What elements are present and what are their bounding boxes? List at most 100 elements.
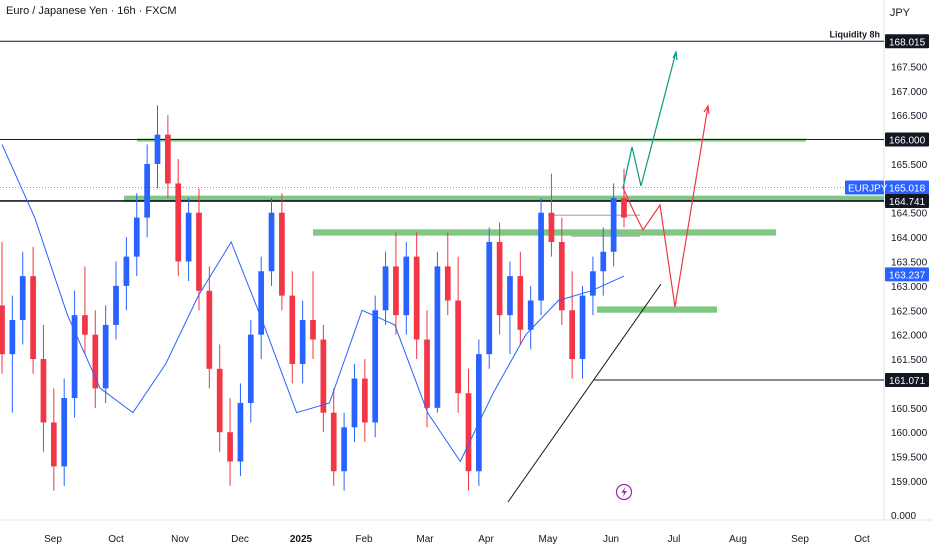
- candle-body: [50, 422, 57, 467]
- candle-body: [558, 241, 565, 311]
- time-tick-label: Jun: [603, 534, 619, 545]
- candle-body: [279, 212, 285, 296]
- candle-body: [71, 315, 78, 399]
- currency-label[interactable]: JPY: [889, 7, 910, 19]
- candle-body: [154, 134, 161, 164]
- price-tick-label: 160.000: [891, 428, 928, 439]
- candle-body: [351, 378, 358, 428]
- moving-average-line: [1, 144, 625, 463]
- symbol-tag: EURJPY: [848, 183, 888, 194]
- ma-price-badge: 163.237: [889, 270, 926, 281]
- price-axis-ticks: 167.500167.000166.500165.500165.000164.5…: [891, 62, 928, 488]
- candle-body: [393, 266, 399, 316]
- price-axis-bottom-label: 0.000: [891, 511, 916, 522]
- candle-body: [237, 402, 244, 462]
- price-tick-label: 161.500: [891, 355, 928, 366]
- support-price-badge: 161.071: [889, 376, 926, 387]
- candle-body: [196, 212, 202, 291]
- candle-body: [465, 393, 472, 472]
- price-tick-label: 162.500: [891, 306, 928, 317]
- candle-body: [455, 300, 461, 394]
- candle-body: [102, 324, 109, 389]
- price-tick-label: 162.000: [891, 331, 928, 342]
- candle-body: [330, 412, 337, 472]
- current-price-badge-bg: [885, 180, 929, 195]
- time-tick-label: Nov: [171, 534, 189, 545]
- resistance-price-badge: 164.741: [889, 197, 926, 208]
- candle-body: [507, 276, 513, 316]
- candle-body: [403, 256, 410, 316]
- candle-body: [382, 266, 389, 311]
- candle-body: [517, 276, 524, 330]
- price-tick-label: 167.000: [891, 87, 928, 98]
- candle-body: [538, 212, 544, 301]
- price-tick-label: 159.000: [891, 477, 928, 488]
- candle-body: [61, 398, 68, 467]
- candle-body: [569, 310, 576, 360]
- candle-body: [185, 212, 192, 262]
- candle-body: [165, 134, 171, 184]
- time-tick-label: May: [539, 534, 558, 545]
- time-tick-label: Jul: [668, 534, 681, 545]
- zone-166: [137, 138, 806, 142]
- candle-body: [320, 339, 327, 413]
- candle-body: [590, 271, 596, 296]
- ma-layer: [1, 144, 625, 463]
- price-tick-label: 163.000: [891, 282, 928, 293]
- price-tick-label: 166.500: [891, 111, 928, 122]
- candle-body: [227, 432, 233, 462]
- candle-body: [133, 217, 140, 257]
- red-projection-path: [622, 105, 709, 308]
- zone-1641: [313, 229, 776, 236]
- candle-body: [444, 266, 451, 301]
- candle-body: [247, 334, 254, 403]
- green-projection-path: [622, 51, 677, 189]
- price-tick-label: 163.500: [891, 258, 928, 269]
- price-tick-label: 159.500: [891, 453, 928, 464]
- time-tick-label: Feb: [355, 534, 373, 545]
- candle-body: [341, 427, 347, 472]
- candle-body: [175, 183, 182, 262]
- zones-layer: [124, 138, 884, 313]
- support-price-badge-bg: [885, 372, 929, 387]
- candle-body: [621, 198, 627, 218]
- price-tick-label: 164.500: [891, 209, 928, 220]
- time-tick-label: Oct: [108, 534, 124, 545]
- candle-body: [216, 368, 223, 433]
- candle-body: [610, 198, 617, 252]
- rising-trendline: [507, 283, 662, 503]
- candle-body: [496, 241, 503, 316]
- candle-body: [424, 339, 430, 408]
- price-tick-label: 167.500: [891, 62, 928, 73]
- time-tick-label: Dec: [231, 534, 249, 545]
- liquidity-price-badge: 168.015: [889, 37, 926, 48]
- price-tick-label: 164.000: [891, 233, 928, 244]
- price-tick-label: 165.500: [891, 160, 928, 171]
- candle-body: [82, 315, 88, 335]
- resistance-price-badge-bg: [885, 193, 929, 208]
- candle-body: [299, 320, 306, 364]
- drawings-layer: [622, 49, 710, 308]
- candle-body: [600, 251, 607, 272]
- time-axis-ticks: Sep Oct Nov Dec 2025 Feb Mar Apr May Jun Jul Aug Sep…: [44, 534, 870, 545]
- time-tick-label: Oct: [854, 534, 870, 545]
- zone-1648: [124, 195, 884, 202]
- green-arrowhead: [672, 49, 678, 61]
- time-tick-label: Mar: [416, 534, 434, 545]
- zone-1625: [597, 306, 717, 313]
- candle-body: [0, 305, 5, 355]
- red-arrowhead: [703, 104, 710, 115]
- candle-body: [206, 290, 213, 369]
- lightning-icon[interactable]: [615, 483, 633, 501]
- candles-layer: [0, 105, 627, 491]
- candle-body: [92, 334, 99, 389]
- candle-body: [30, 276, 36, 360]
- time-tick-label: Apr: [478, 534, 494, 545]
- time-tick-label: Sep: [44, 534, 62, 545]
- candle-body: [434, 266, 441, 408]
- levels-layer: [0, 40, 884, 503]
- price-tick-label: 160.500: [891, 404, 928, 415]
- round-price-badge-bg: [885, 132, 929, 147]
- time-tick-label: 2025: [290, 534, 313, 545]
